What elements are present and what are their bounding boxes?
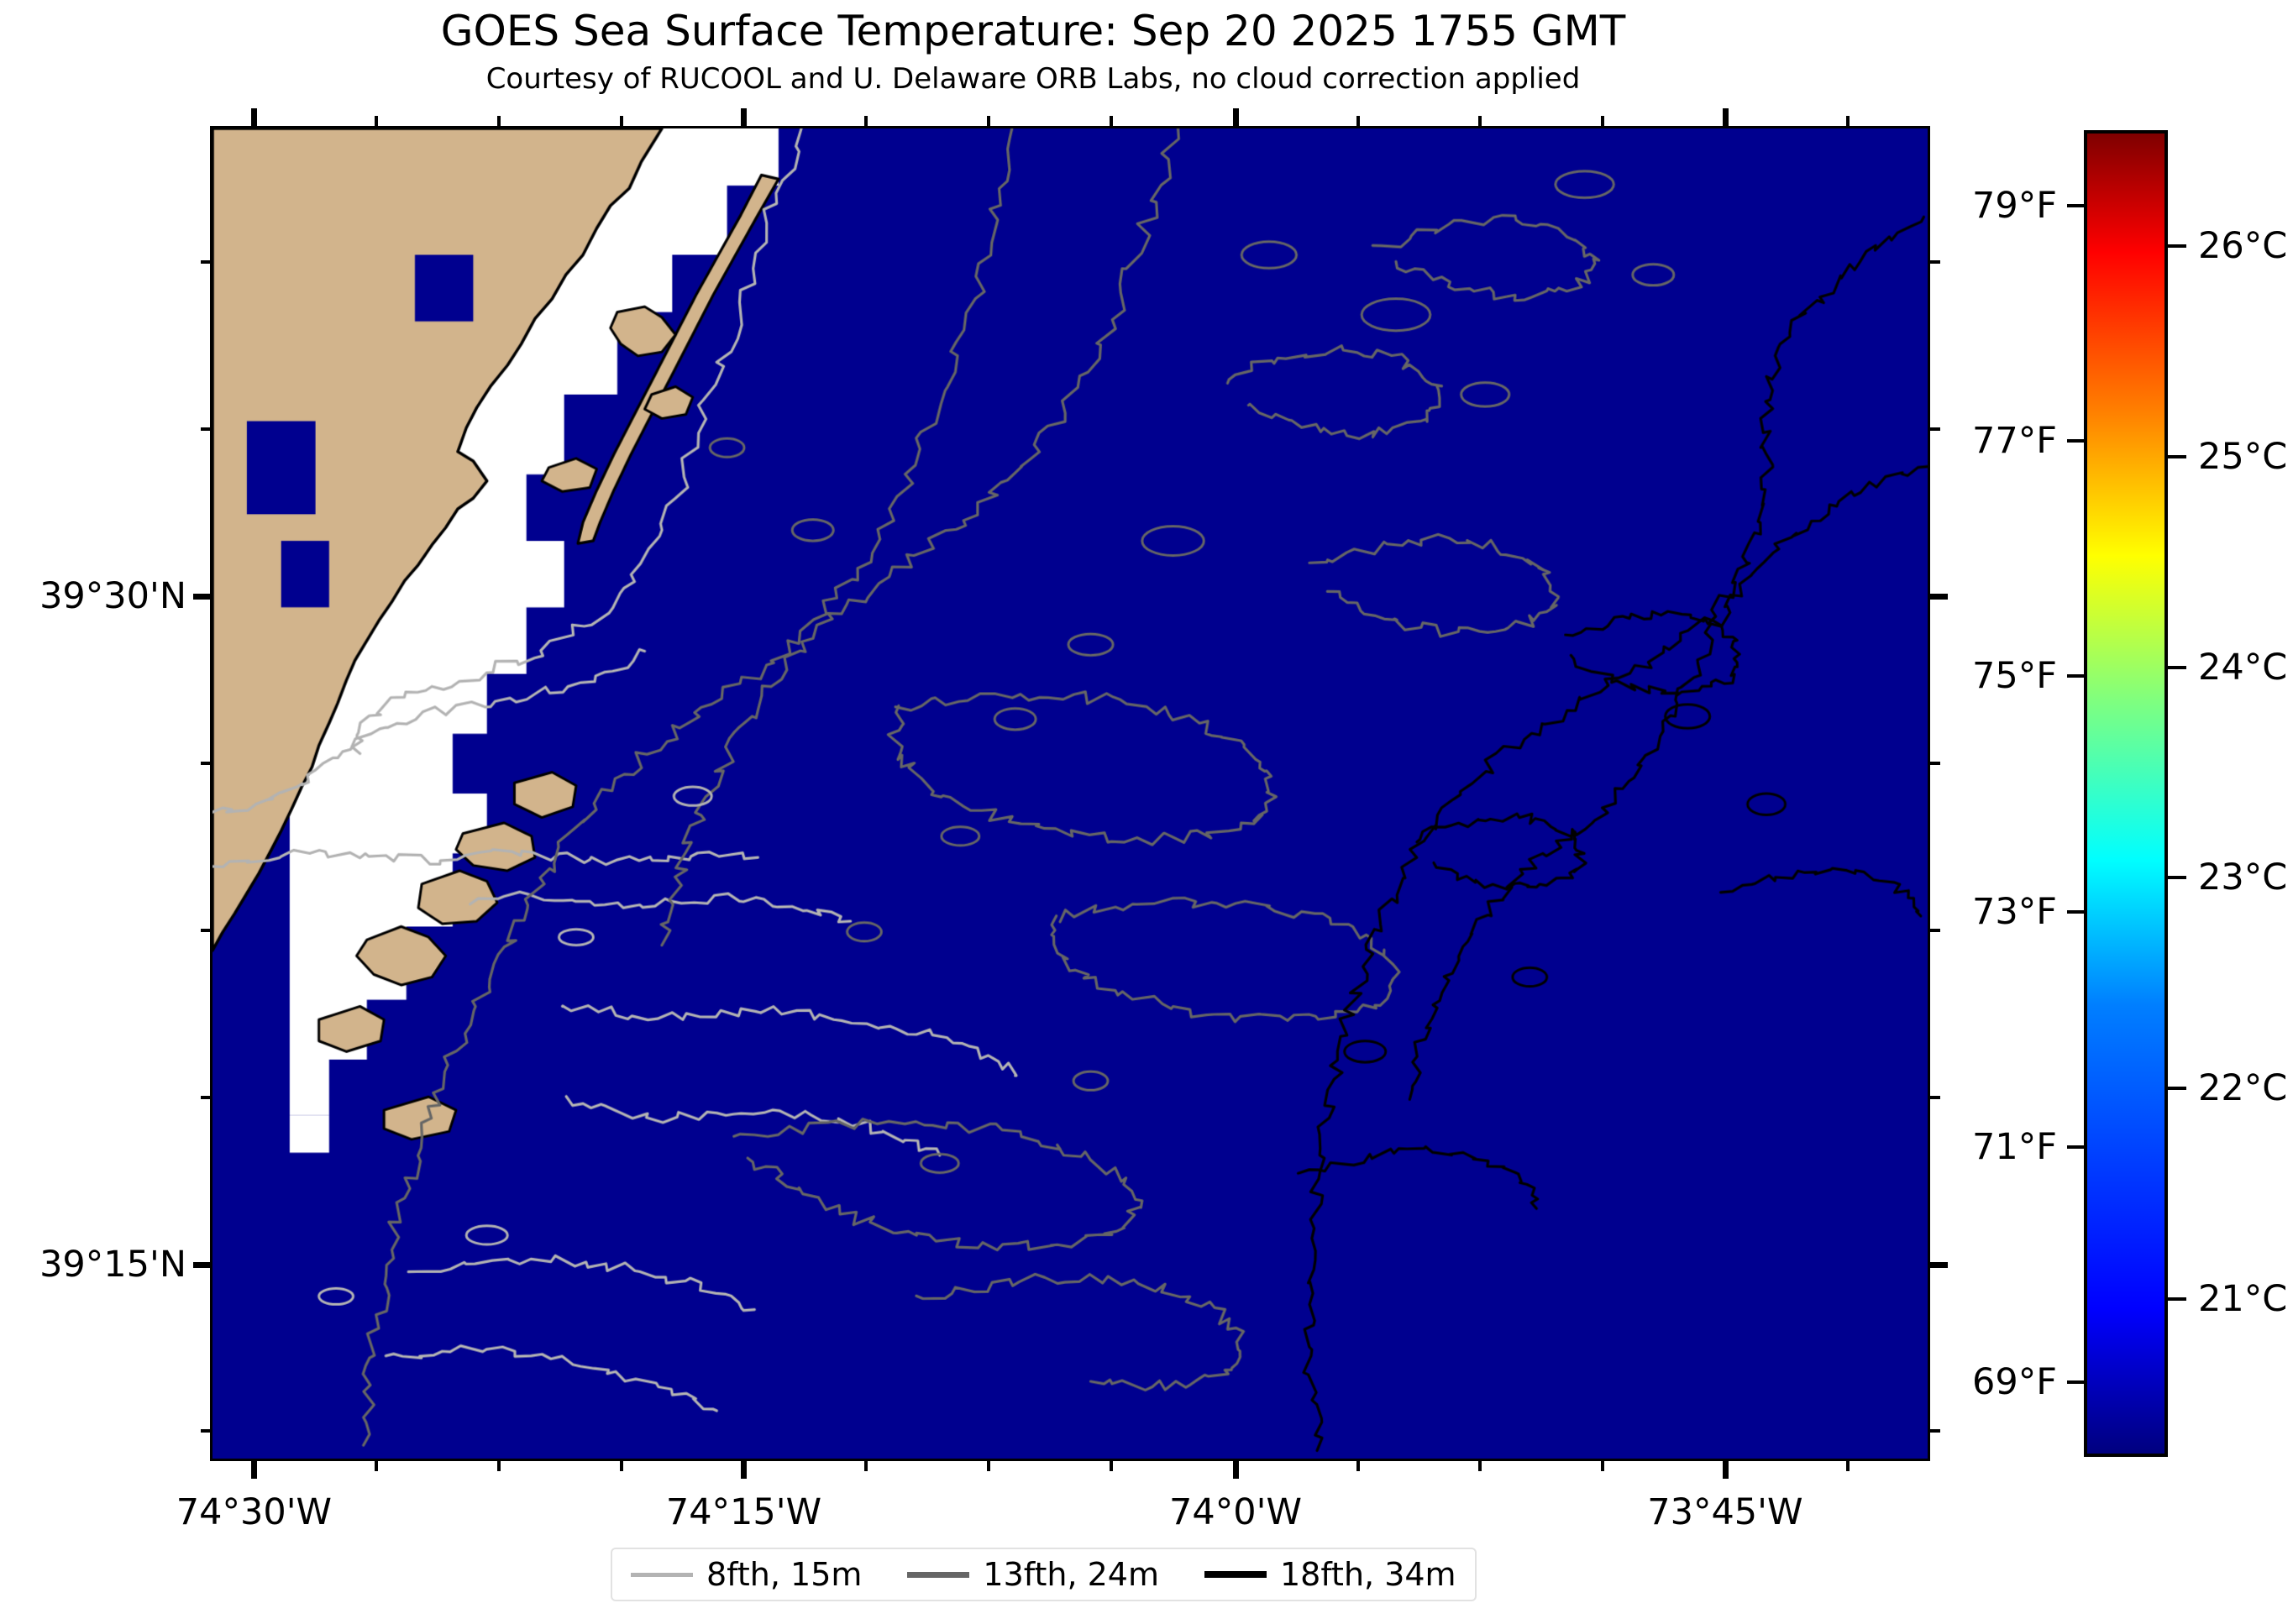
legend-entry: 13fth, 24m [907,1556,1159,1593]
colorbar-gradient [2084,130,2168,1457]
x-axis-major-tick-top [1233,108,1240,127]
y-axis-tick-label: 39°30'N [39,574,186,617]
colorbar-celsius-tick [2168,1297,2186,1301]
y-axis-major-tick [193,593,212,600]
x-axis-minor-tick-top [1601,116,1605,127]
x-axis-minor-tick [1601,1460,1605,1471]
y-axis-minor-tick-right [1929,1428,1940,1433]
x-axis-minor-tick [1356,1460,1360,1471]
x-axis-minor-tick [987,1460,991,1471]
colorbar-celsius-label: 24°C [2198,646,2288,689]
colorbar-celsius-label: 23°C [2198,857,2288,899]
legend-line-swatch [907,1571,970,1578]
x-axis-minor-tick [619,1460,623,1471]
y-axis-minor-tick-right [1929,427,1940,431]
colorbar-fahrenheit-label: 71°F [1972,1125,2057,1168]
x-axis-major-tick [1722,1460,1729,1479]
y-axis-tick-label: 39°15'N [39,1243,186,1286]
legend-label: 18fth, 34m [1279,1556,1456,1593]
x-axis-minor-tick-top [1478,116,1482,127]
bathymetry-legend: 8fth, 15m 13fth, 24m 18fth, 34m [611,1548,1477,1601]
colorbar-fahrenheit-tick [2067,909,2084,914]
y-axis-minor-tick [201,1428,212,1433]
y-axis-minor-tick [201,1096,212,1100]
x-axis-major-tick [1233,1460,1240,1479]
x-axis-major-tick-top [741,108,748,127]
colorbar-fahrenheit-label: 75°F [1972,655,2057,698]
chart-subtitle: Courtesy of RUCOOL and U. Delaware ORB L… [485,62,1581,96]
colorbar-fahrenheit-tick [2067,204,2084,208]
legend-label: 13fth, 24m [983,1556,1159,1593]
legend-entry: 8fth, 15m [631,1556,862,1593]
colorbar-fahrenheit-label: 69°F [1972,1361,2057,1404]
x-axis-major-tick [251,1460,258,1479]
x-axis-minor-tick-top [375,116,379,127]
y-axis-minor-tick-right [1929,762,1940,766]
colorbar-celsius-tick [2168,1087,2186,1091]
colorbar-fahrenheit-tick [2067,674,2084,678]
colorbar-celsius-tick [2168,665,2186,669]
colorbar-celsius-label: 25°C [2198,435,2288,478]
y-axis-minor-tick [201,427,212,431]
colorbar-celsius-label: 26°C [2198,224,2288,267]
x-axis-major-tick [741,1460,748,1479]
y-axis-minor-tick-right [1929,1262,1940,1266]
x-axis-tick-label: 74°0'W [1169,1491,1302,1533]
x-axis-major-tick-top [251,108,258,127]
x-axis-tick-label: 74°15'W [665,1491,822,1533]
y-axis-minor-tick [201,260,212,265]
chart-title: GOES Sea Surface Temperature: Sep 20 202… [440,7,1626,55]
colorbar-celsius-tick [2168,244,2186,248]
legend-line-swatch [1204,1571,1267,1578]
legend-entry: 18fth, 34m [1204,1556,1456,1593]
x-axis-tick-label: 74°30'W [176,1491,333,1533]
colorbar-celsius-label: 22°C [2198,1067,2288,1110]
x-axis-minor-tick-top [1109,116,1113,127]
x-axis-minor-tick [1478,1460,1482,1471]
y-axis-minor-tick-right [1929,260,1940,265]
x-axis-minor-tick-top [987,116,991,127]
y-axis-major-tick-right [1929,593,1948,600]
y-axis-minor-tick [201,929,212,933]
y-axis-minor-tick-right [1929,929,1940,933]
colorbar-fahrenheit-tick [2067,439,2084,443]
y-axis-minor-tick [201,1262,212,1266]
x-axis-minor-tick [496,1460,501,1471]
colorbar-fahrenheit-tick [2067,1145,2084,1149]
colorbar-celsius-tick [2168,454,2186,458]
colorbar-celsius-label: 21°C [2198,1277,2288,1320]
x-axis-minor-tick-top [864,116,868,127]
x-axis-minor-tick [1109,1460,1113,1471]
colorbar-fahrenheit-label: 79°F [1972,185,2057,228]
sst-raster-canvas [213,128,1928,1459]
x-axis-minor-tick-top [1845,116,1850,127]
x-axis-minor-tick-top [496,116,501,127]
x-axis-minor-tick-top [619,116,623,127]
x-axis-minor-tick-top [1356,116,1360,127]
colorbar-celsius-tick [2168,876,2186,880]
legend-label: 8fth, 15m [706,1556,863,1593]
x-axis-tick-label: 73°45'W [1647,1491,1803,1533]
colorbar-fahrenheit-tick [2067,1380,2084,1385]
x-axis-minor-tick [864,1460,868,1471]
y-axis-minor-tick [201,762,212,766]
x-axis-minor-tick [375,1460,379,1471]
colorbar-fahrenheit-label: 73°F [1972,890,2057,933]
y-axis-minor-tick-right [1929,1096,1940,1100]
sst-map-plot-area [210,126,1930,1461]
x-axis-minor-tick [1845,1460,1850,1471]
colorbar-fahrenheit-label: 77°F [1972,420,2057,463]
legend-line-swatch [631,1572,693,1577]
x-axis-major-tick-top [1722,108,1729,127]
